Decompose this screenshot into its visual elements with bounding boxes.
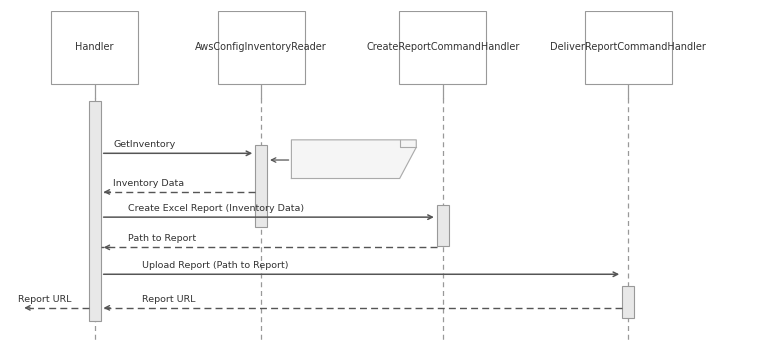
Text: Path to Report: Path to Report — [127, 234, 196, 243]
Text: Retrieves Inventory For
Each AWS Account: Retrieves Inventory For Each AWS Account — [301, 148, 407, 170]
Bar — [51, 10, 138, 84]
Bar — [89, 101, 101, 321]
Text: Create Excel Report (Inventory Data): Create Excel Report (Inventory Data) — [127, 204, 303, 213]
Bar — [399, 10, 486, 84]
Text: Upload Report (Path to Report): Upload Report (Path to Report) — [143, 261, 289, 270]
Text: Report URL: Report URL — [143, 295, 196, 304]
Text: Handler: Handler — [76, 42, 114, 52]
Bar — [437, 205, 449, 246]
Bar — [622, 286, 634, 318]
Bar — [255, 145, 267, 227]
Bar — [218, 10, 305, 84]
Text: GetInventory: GetInventory — [113, 140, 175, 149]
Text: CreateReportCommandHandler: CreateReportCommandHandler — [366, 42, 520, 52]
Polygon shape — [292, 140, 416, 178]
Bar — [584, 10, 672, 84]
Text: Inventory Data: Inventory Data — [113, 179, 185, 188]
Text: AwsConfigInventoryReader: AwsConfigInventoryReader — [195, 42, 327, 52]
Text: Report URL: Report URL — [18, 295, 71, 304]
Text: DeliverReportCommandHandler: DeliverReportCommandHandler — [550, 42, 706, 52]
